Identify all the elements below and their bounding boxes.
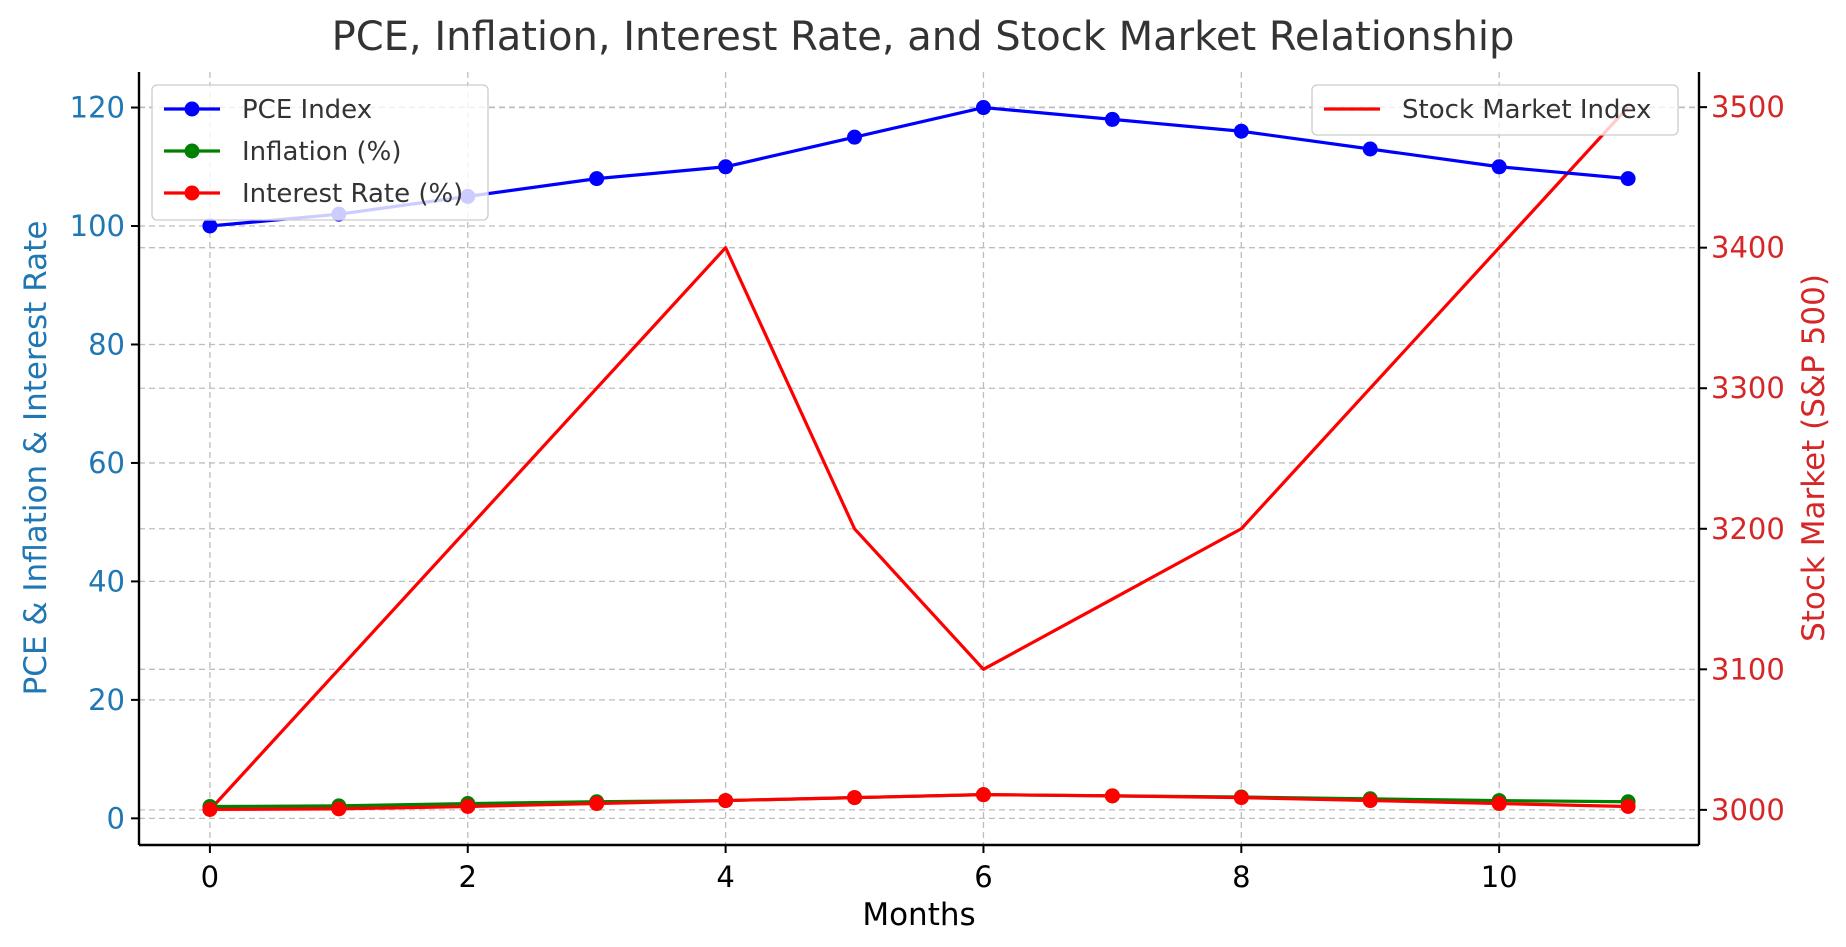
data-point-interest-rate [460,798,476,814]
legend-label: Stock Market Index [1402,95,1651,125]
y-left-tick-label: 100 [70,209,125,243]
data-point-interest-rate [1620,798,1636,814]
data-point-interest-rate [589,796,605,812]
data-point-pce-index [1362,141,1378,157]
data-point-pce-index [718,159,734,175]
legend-right: Stock Market Index [1311,84,1679,136]
y-axis-left-label: PCE & Inflation & Interest Rate [18,221,54,696]
data-point-interest-rate [1491,796,1507,812]
data-point-interest-rate [975,787,991,803]
y-right-tick-label: 3200 [1711,512,1785,546]
y-right-tick-label: 3500 [1711,90,1785,124]
legend-left-frame [151,84,489,221]
data-point-interest-rate [202,801,218,817]
data-point-interest-rate [1362,793,1378,809]
legend-label: Interest Rate (%) [242,179,463,209]
legend-swatch-marker [184,101,200,117]
data-point-interest-rate [1233,790,1249,806]
legend-label: Inflation (%) [242,137,402,167]
y-axis-right-label: Stock Market (S&P 500) [1796,274,1832,642]
data-point-interest-rate [718,793,734,809]
series-line-stock-market-index [208,106,1630,811]
legend-swatch-marker [184,143,200,159]
data-point-interest-rate [1104,788,1120,804]
y-right-tick-label: 3000 [1711,793,1785,827]
legend-left: PCE Index Inflation (%) Interest Rate (%) [151,84,489,221]
data-point-pce-index [1620,171,1636,187]
data-point-pce-index [847,129,863,145]
data-point-pce-index [975,100,991,116]
legend-right-frame [1311,84,1679,136]
legend-label: PCE Index [242,95,372,125]
x-tick-label: 2 [459,860,477,894]
legend-swatch-marker [184,185,200,201]
data-point-interest-rate [331,801,347,817]
chart-title: PCE, Inflation, Interest Rate, and Stock… [332,14,1515,60]
axes: 0 2 4 6 8 10020406080100120300031003200330034… [70,90,1785,894]
data-point-interest-rate [847,790,863,806]
y-left-tick-label: 0 [107,801,125,835]
y-left-tick-label: 60 [88,446,125,480]
data-point-pce-index [1233,123,1249,139]
data-point-pce-index [1491,159,1507,175]
series-line-interest-rate [209,793,1629,812]
y-right-tick-label: 3100 [1711,652,1785,686]
data-point-pce-index [202,218,218,234]
y-left-tick-label: 120 [70,91,125,125]
x-tick-label: 10 [1481,860,1518,894]
y-left-tick-label: 80 [88,327,125,361]
x-tick-label: 8 [1232,860,1250,894]
y-right-tick-label: 3400 [1711,231,1785,265]
x-axis-label: Months [862,897,975,933]
x-tick-label: 4 [716,860,734,894]
x-tick-label: 0 [201,860,219,894]
y-left-tick-label: 40 [88,564,125,598]
y-left-tick-label: 20 [88,683,125,717]
grid [139,72,1699,845]
y-right-tick-label: 3300 [1711,371,1785,405]
data-point-pce-index [1104,111,1120,127]
data-point-pce-index [589,171,605,187]
x-tick-label: 6 [974,860,992,894]
